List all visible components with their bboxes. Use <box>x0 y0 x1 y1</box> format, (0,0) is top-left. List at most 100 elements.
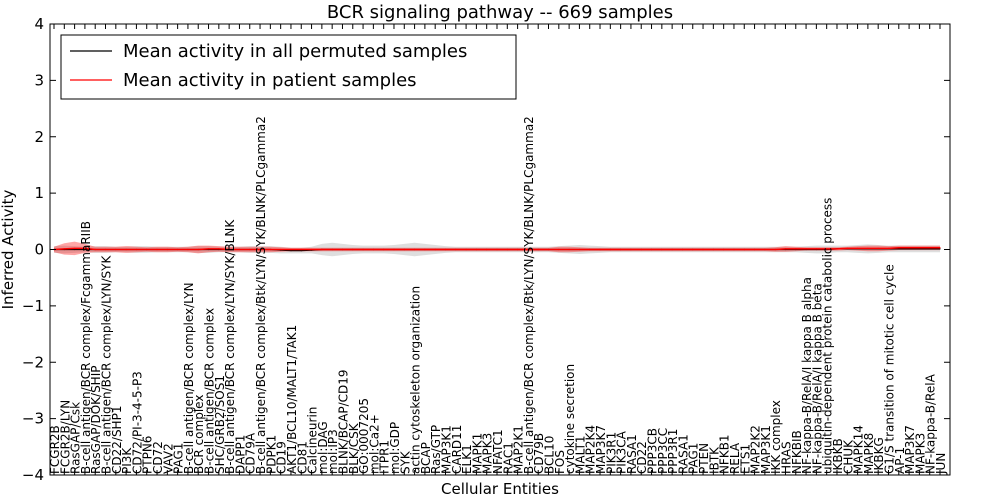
data-point-patient <box>207 248 210 250</box>
data-point-patient <box>661 248 663 251</box>
category-label: MAP3K7 <box>903 425 917 474</box>
category-label: RAC1 <box>501 442 515 474</box>
y-tick-label: −2 <box>22 353 44 371</box>
data-point-patient <box>280 248 282 251</box>
category-label: AKT1/BCL10/MALT1/TAK1 <box>285 325 299 474</box>
data-point-patient <box>568 248 570 251</box>
category-label: RasGAP/Csk <box>69 402 83 474</box>
category-label: mol:Ca2+ <box>367 414 381 474</box>
y-tick-label: −3 <box>22 410 44 428</box>
category-label: SHC/GRB2/SOS1 <box>213 375 227 474</box>
category-label: G1/S transition of mitotic cell cycle <box>883 264 897 474</box>
data-point-permuted <box>898 248 900 250</box>
category-label: PI3K <box>120 447 134 474</box>
data-point-patient <box>887 247 890 249</box>
data-point-patient <box>475 248 477 251</box>
data-point-patient <box>218 248 220 250</box>
data-point-patient <box>125 248 127 251</box>
data-point-permuted <box>74 248 76 251</box>
data-point-patient <box>228 248 230 251</box>
category-label: MAPK3 <box>481 433 495 474</box>
data-point-patient <box>836 248 838 250</box>
data-point-permuted <box>939 248 941 250</box>
legend: Mean activity in all permuted samples Me… <box>60 34 517 100</box>
category-label: MAP3K1 <box>759 425 773 474</box>
data-point-patient <box>599 248 601 251</box>
category-label: MAPK3 <box>913 433 927 474</box>
category-label: B-cell antigen/BCR complex/LYN/SYK/BLNK <box>223 219 237 474</box>
category-label: PTEN <box>697 443 711 474</box>
category-label: IKK complex <box>769 400 783 474</box>
category-label: CD79A <box>244 432 258 474</box>
data-point-patient <box>547 248 550 251</box>
data-point-patient <box>74 247 76 249</box>
category-label: MAP3K7 <box>594 425 608 474</box>
category-label: PAG1 <box>172 443 186 474</box>
category-label: PIK3CA <box>615 430 629 474</box>
data-point-patient <box>135 248 137 251</box>
data-point-patient <box>908 247 910 249</box>
category-label: actin cytoskeleton organization <box>409 286 423 474</box>
data-point-patient <box>486 248 488 251</box>
band-patient <box>54 241 940 256</box>
data-point-patient <box>104 248 107 251</box>
data-point-patient <box>877 247 879 249</box>
data-point-patient <box>640 248 642 251</box>
data-point-permuted <box>918 248 921 250</box>
data-point-patient <box>146 248 148 251</box>
y-tick-label: 0 <box>34 241 44 259</box>
data-point-patient <box>527 248 529 251</box>
category-label: cytokine secretion <box>563 364 577 474</box>
y-tick-label: 2 <box>34 128 44 146</box>
category-label: B-cell antigen/BCR complex/Btk/LYN/SYK/B… <box>522 116 536 474</box>
category-label: FCGR2B <box>48 425 62 474</box>
data-point-permuted <box>908 248 910 250</box>
data-point-patient <box>444 248 447 251</box>
data-point-patient <box>352 248 354 251</box>
category-label: AP-1 <box>893 447 907 474</box>
data-point-patient <box>249 248 251 251</box>
data-point-patient <box>393 248 395 251</box>
data-point-patient <box>341 248 344 251</box>
data-point-patient <box>805 248 807 250</box>
category-label: MAPK8 <box>862 433 876 474</box>
data-point-patient <box>795 248 797 250</box>
y-tick-label: −1 <box>22 297 44 315</box>
category-label: PDPK1 <box>264 435 278 474</box>
category-label: MAP2K2 <box>749 425 763 474</box>
category-label: MAP2K1 <box>512 425 526 474</box>
data-point-patient <box>609 248 611 251</box>
category-label: B-cell antigen/BCR complex/LYN <box>182 282 196 474</box>
category-label: HRAS <box>780 441 794 474</box>
data-point-patient <box>650 248 653 251</box>
category-label: MAP3K1 <box>440 425 454 474</box>
category-label: PPP3CB <box>646 428 660 474</box>
category-label: MAP2K4 <box>584 425 598 474</box>
data-point-patient <box>764 248 766 251</box>
category-label: RasGAP/DOK/SHIP <box>89 366 103 474</box>
category-label: NF-kappa-B/RelA <box>924 373 938 474</box>
data-point-permuted <box>84 248 86 251</box>
category-label: Calcineurin <box>306 407 320 474</box>
category-label: B-cell antigen/BCR complex <box>203 308 217 474</box>
chart-title: BCR signaling pathway -- 669 samples <box>327 2 673 23</box>
data-point-patient <box>867 247 869 249</box>
data-point-patient <box>692 248 694 251</box>
category-label: PIK3R1 <box>604 432 618 474</box>
data-point-patient <box>681 248 684 251</box>
data-point-patient <box>84 247 86 249</box>
data-point-patient <box>383 248 385 251</box>
category-label: BLK/CSK <box>347 422 361 474</box>
category-label: FOS <box>553 450 567 474</box>
data-point-patient <box>187 248 189 251</box>
data-point-patient <box>733 248 735 251</box>
category-label: PAG1 <box>687 443 701 474</box>
data-point-patient <box>115 248 117 251</box>
category-label: CD72 <box>151 441 165 474</box>
data-point-patient <box>177 248 179 251</box>
y-axis-label: Inferred Activity <box>0 189 17 309</box>
data-point-patient <box>321 248 323 251</box>
category-label: JUN <box>934 453 948 475</box>
data-point-patient <box>846 247 848 249</box>
